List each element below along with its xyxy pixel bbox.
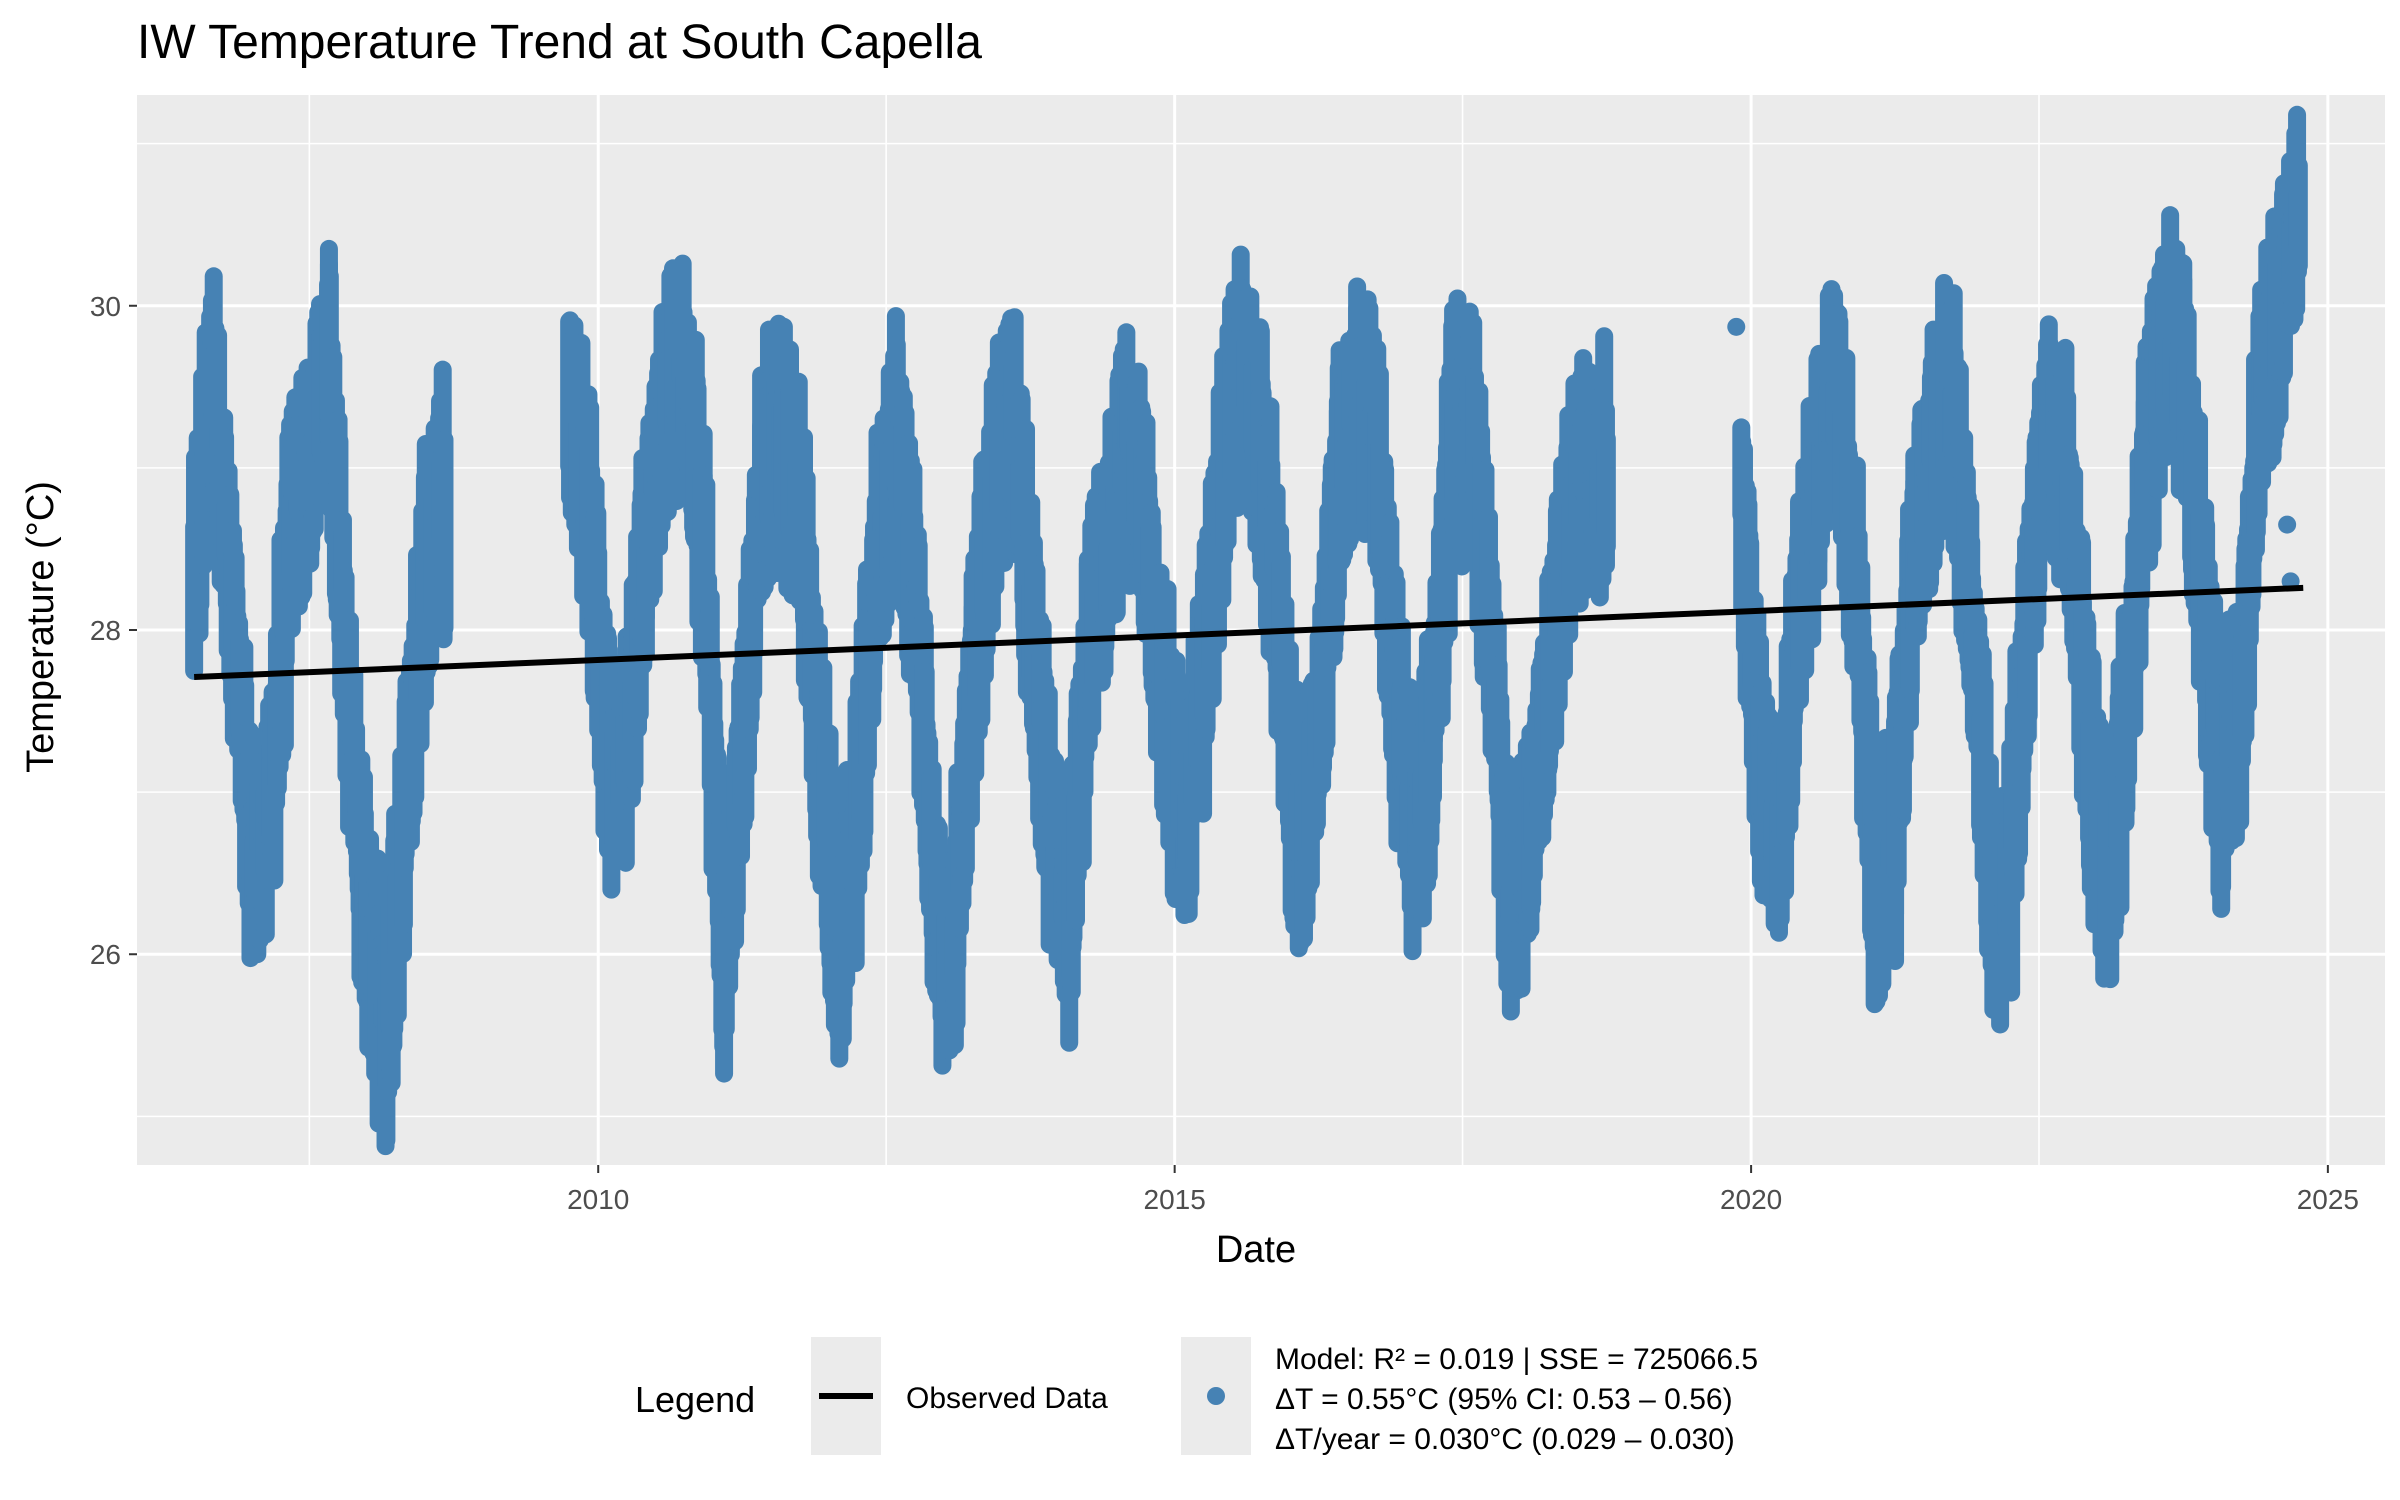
y-tick-label: 26 [90,939,121,970]
trend-line-layer [194,584,2304,681]
legend: Legend Observed Data Model: R² = 0.019 |… [635,1337,1758,1456]
legend-model-line-2: ΔT = 0.55°C (95% CI: 0.53 – 0.56) [1275,1383,1733,1416]
x-axis-title: Date [1216,1229,1296,1271]
legend-key-point [1207,1387,1225,1405]
x-tick-label: 2025 [2297,1184,2359,1215]
y-axis-title: Temperature (°C) [20,481,62,773]
data-point [2278,515,2297,534]
trend-line [194,584,2304,681]
legend-label-observed: Observed Data [906,1382,1108,1415]
x-tick-label: 2015 [1144,1184,1206,1215]
y-tick-label: 28 [90,615,121,646]
x-tick-label: 2010 [567,1184,629,1215]
legend-model-line-1: Model: R² = 0.019 | SSE = 725066.5 [1275,1343,1758,1376]
x-tick-label: 2020 [1720,1184,1782,1215]
legend-model-line-3: ΔT/year = 0.030°C (0.029 – 0.030) [1275,1423,1735,1456]
chart-title: IW Temperature Trend at South Capella [137,16,982,69]
data-points [185,105,2308,1156]
data-point [1727,317,1746,336]
y-tick-label: 30 [90,291,121,322]
axis-ticks: 26 28 30 2010 2015 2020 2025 [90,291,2359,1215]
legend-title: Legend [635,1379,755,1420]
